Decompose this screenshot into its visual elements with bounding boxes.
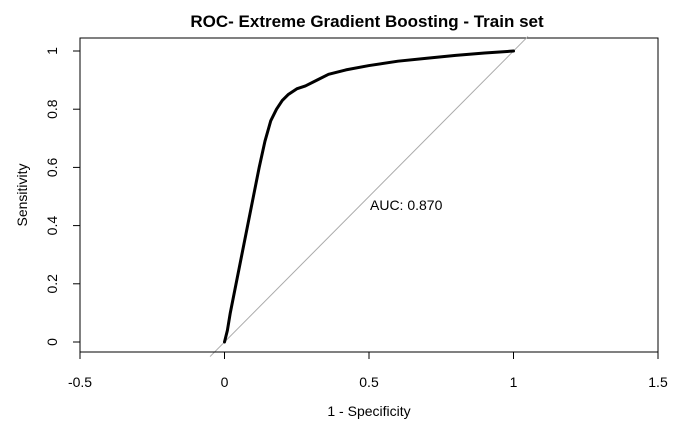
chart-title: ROC- Extreme Gradient Boosting - Train s…: [190, 12, 544, 31]
reference-diagonal: [209, 36, 529, 357]
reference-diagonal-layer: [209, 36, 529, 357]
roc-curve-layer: [223, 49, 515, 344]
y-tick-label: 0.2: [44, 274, 60, 294]
y-tick-label: 0: [44, 338, 60, 346]
y-axis-label: Sensitivity: [14, 163, 30, 226]
x-tick-label: 0.5: [359, 374, 379, 390]
x-axis-label: 1 - Specificity: [327, 403, 410, 419]
roc-curve-line: [223, 49, 515, 344]
plot-frame: [79, 37, 659, 353]
y-tick-label: 1: [44, 47, 60, 55]
x-tick-label: 1: [510, 374, 518, 390]
y-tick-label: 0.6: [44, 157, 60, 177]
x-tick-label: -0.5: [68, 374, 92, 390]
y-tick-label: 0.8: [44, 99, 60, 119]
x-tick-label: 1.5: [648, 374, 668, 390]
y-axis: 0 0.2 0.4 0.6 0.8 1: [44, 47, 81, 346]
x-tick-label: 0: [221, 374, 229, 390]
y-tick-label: 0.4: [44, 216, 60, 236]
auc-annotation: AUC: 0.870: [370, 197, 443, 213]
x-axis: -0.5 0 0.5 1 1.5: [68, 351, 668, 390]
